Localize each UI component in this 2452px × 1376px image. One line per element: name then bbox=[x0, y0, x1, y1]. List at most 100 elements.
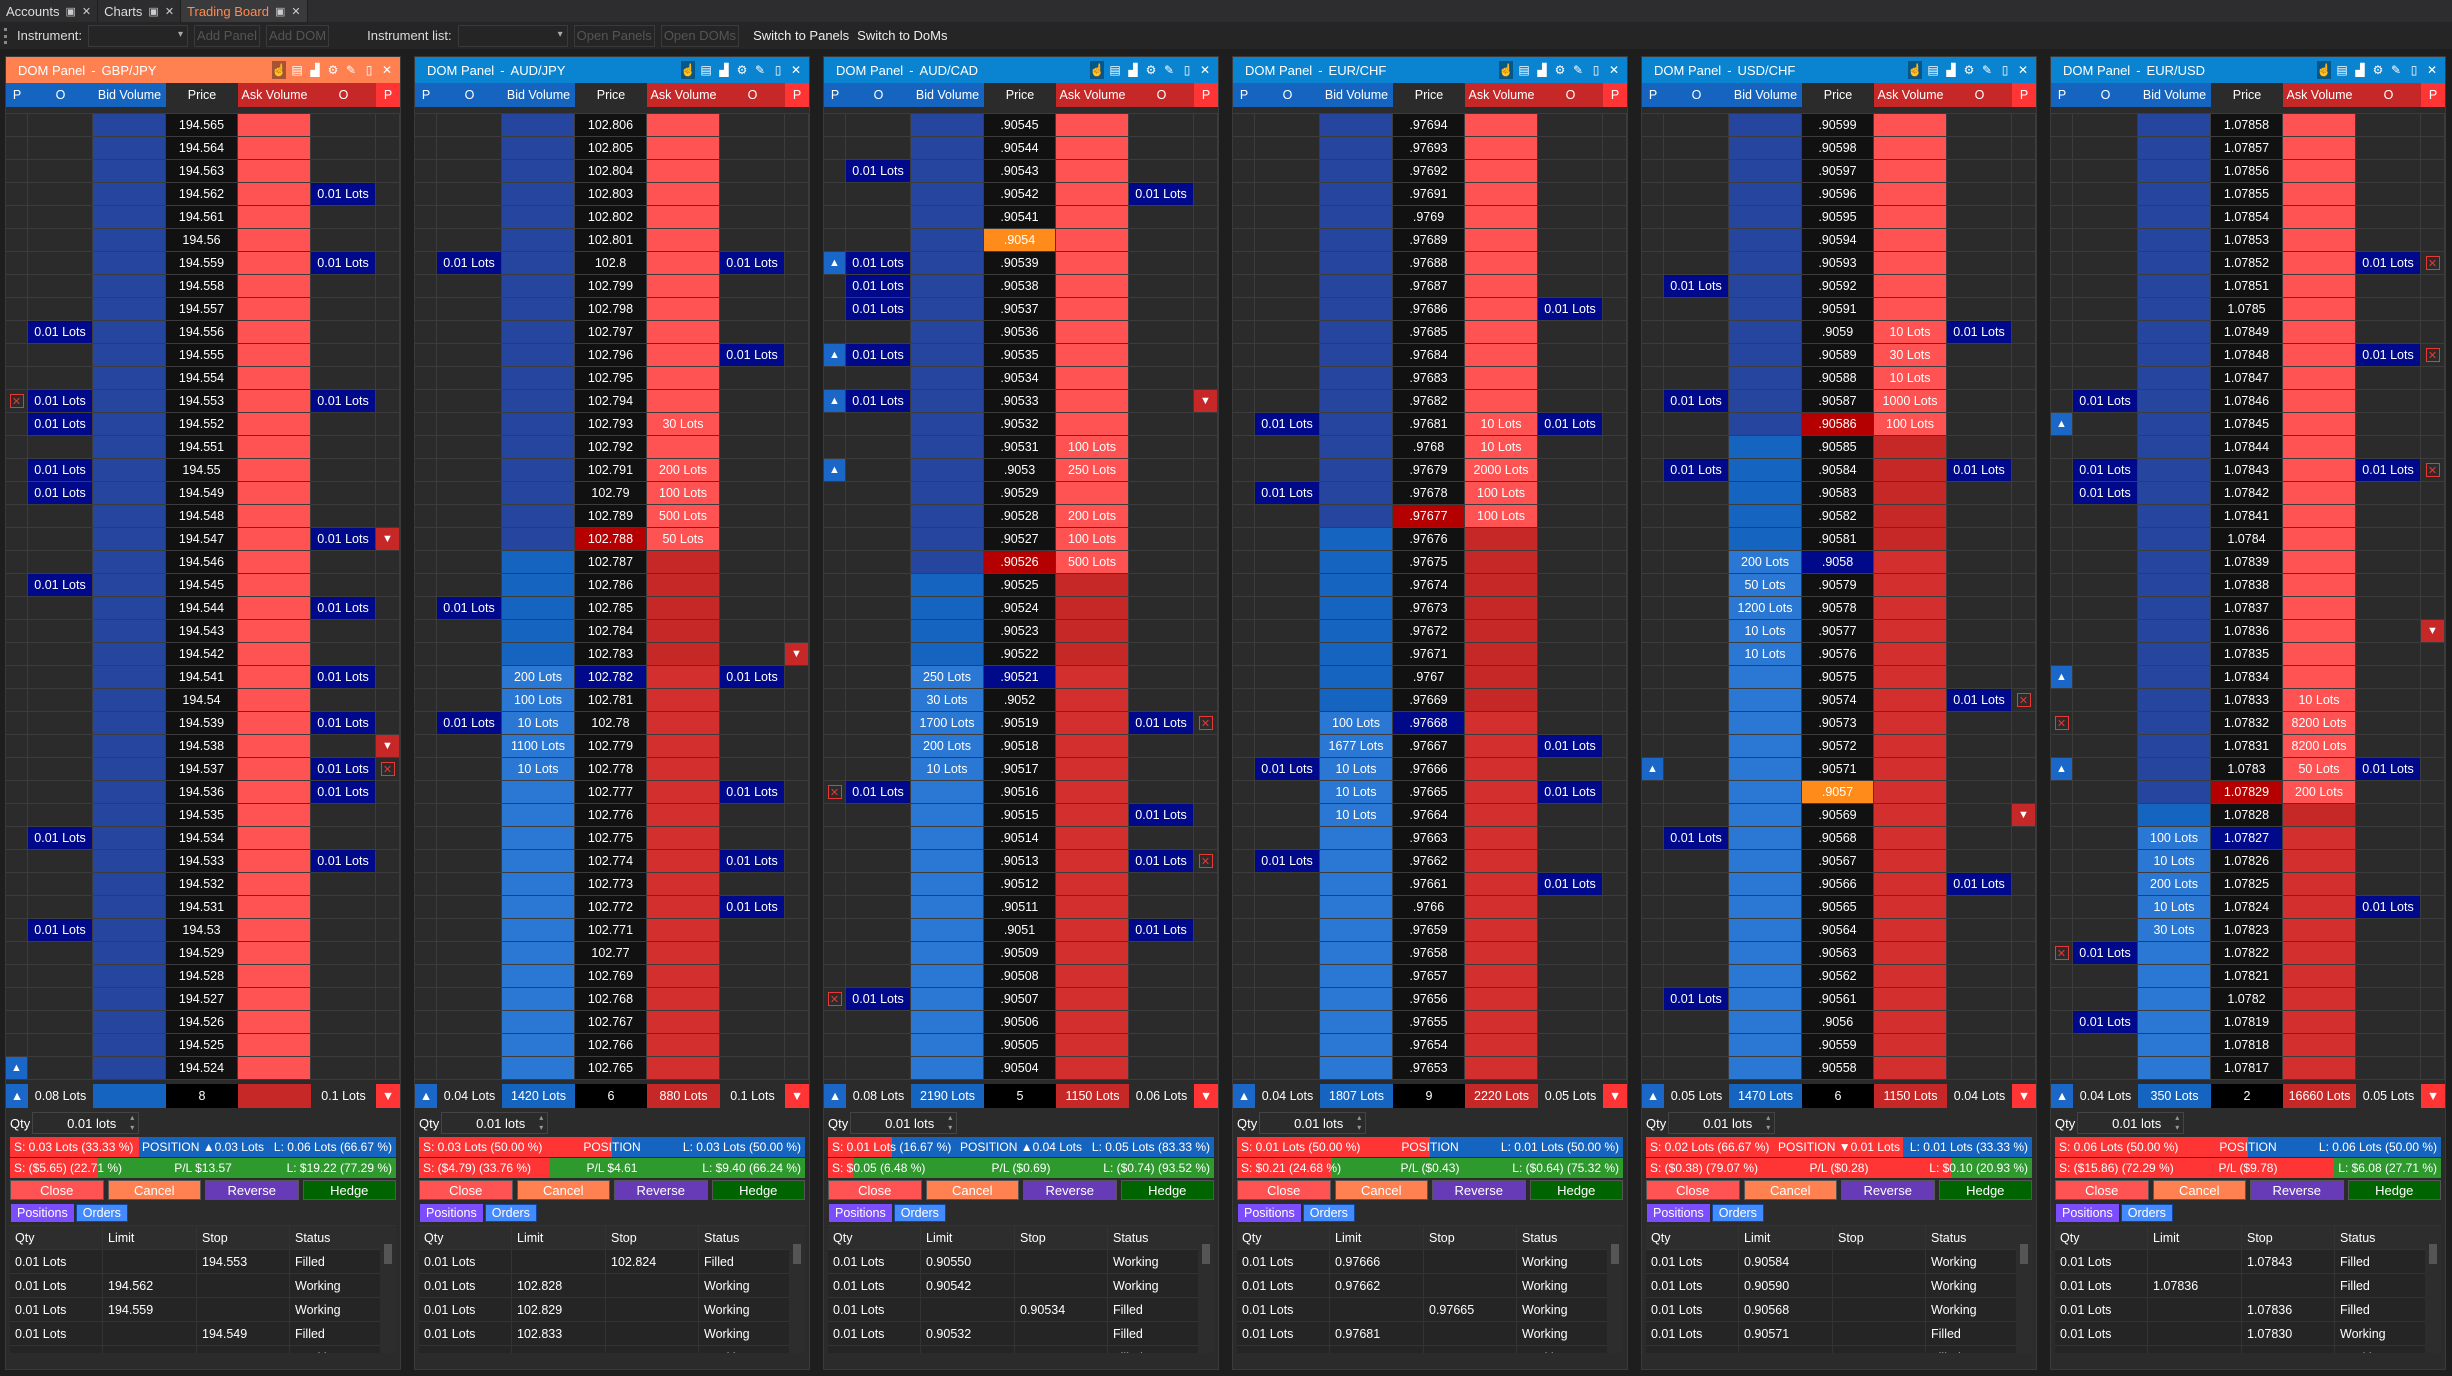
gear-icon[interactable]: ⚙ bbox=[327, 63, 339, 77]
ask-volume-cell[interactable] bbox=[1465, 942, 1538, 964]
ask-order-cell[interactable] bbox=[2356, 850, 2421, 872]
ask-order-cell[interactable]: 0.01 Lots bbox=[1129, 183, 1194, 205]
bid-volume-cell[interactable]: 200 Lots bbox=[1729, 551, 1802, 573]
price-cell[interactable]: .90513 bbox=[984, 850, 1056, 872]
right-marker-cell[interactable] bbox=[785, 206, 809, 228]
ask-order-cell[interactable] bbox=[1129, 666, 1194, 688]
price-cell[interactable]: 194.542 bbox=[166, 643, 238, 665]
bid-volume-cell[interactable] bbox=[1320, 252, 1393, 274]
ask-volume-cell[interactable] bbox=[1056, 367, 1129, 389]
ask-volume-cell[interactable] bbox=[2283, 321, 2356, 343]
bid-order-cell[interactable] bbox=[437, 988, 502, 1010]
left-marker-cell[interactable] bbox=[1233, 413, 1255, 435]
left-marker-cell[interactable] bbox=[1233, 574, 1255, 596]
bid-volume-cell[interactable] bbox=[911, 643, 984, 665]
price-cell[interactable]: .90595 bbox=[1802, 206, 1874, 228]
ask-order-cell[interactable] bbox=[1129, 137, 1194, 159]
price-cell[interactable]: 1.07826 bbox=[2211, 850, 2283, 872]
bid-volume-cell[interactable] bbox=[93, 712, 166, 734]
ask-volume-cell[interactable] bbox=[1465, 551, 1538, 573]
ask-volume-cell[interactable] bbox=[647, 643, 720, 665]
ask-volume-cell[interactable] bbox=[238, 965, 311, 987]
bid-volume-cell[interactable] bbox=[2138, 459, 2211, 481]
bid-order-cell[interactable]: 0.01 Lots bbox=[1664, 827, 1729, 849]
left-marker-cell[interactable] bbox=[824, 367, 846, 389]
bid-volume-cell[interactable] bbox=[1320, 689, 1393, 711]
bid-volume-cell[interactable] bbox=[2138, 505, 2211, 527]
price-cell[interactable]: 1.07855 bbox=[2211, 183, 2283, 205]
bid-volume-cell[interactable] bbox=[2138, 390, 2211, 412]
bid-order-cell[interactable] bbox=[1664, 1034, 1729, 1056]
orders-column-limit[interactable]: Limit bbox=[512, 1226, 606, 1249]
order-row[interactable]: 0.01 Lots 1.07830 Working bbox=[2055, 1322, 2441, 1346]
left-marker-cell[interactable] bbox=[415, 436, 437, 458]
right-marker-cell[interactable] bbox=[2421, 735, 2445, 757]
switch-to-doms-button[interactable]: Switch to DoMs bbox=[857, 28, 948, 43]
ask-volume-cell[interactable] bbox=[2283, 482, 2356, 504]
bid-volume-cell[interactable] bbox=[502, 896, 575, 918]
left-marker-cell[interactable] bbox=[1642, 942, 1664, 964]
ask-volume-cell[interactable] bbox=[1465, 390, 1538, 412]
bid-order-cell[interactable]: 0.01 Lots bbox=[437, 252, 502, 274]
bid-volume-cell[interactable] bbox=[911, 114, 984, 136]
triangle-up-icon[interactable]: ▲ bbox=[829, 257, 840, 269]
ask-order-cell[interactable]: 0.01 Lots bbox=[311, 712, 376, 734]
right-marker-cell[interactable] bbox=[1194, 896, 1218, 918]
ask-volume-cell[interactable] bbox=[2283, 988, 2356, 1010]
bid-order-cell[interactable] bbox=[437, 1011, 502, 1033]
left-marker-cell[interactable] bbox=[1642, 344, 1664, 366]
ask-order-cell[interactable] bbox=[1947, 597, 2012, 619]
close-button[interactable]: Close bbox=[2055, 1180, 2149, 1200]
cancel-button[interactable]: Cancel bbox=[1334, 1180, 1428, 1200]
left-marker-cell[interactable] bbox=[1642, 275, 1664, 297]
ask-volume-cell[interactable] bbox=[1056, 160, 1129, 182]
ask-order-cell[interactable] bbox=[1947, 1011, 2012, 1033]
ask-volume-cell[interactable] bbox=[1056, 712, 1129, 734]
ask-volume-cell[interactable] bbox=[647, 137, 720, 159]
ask-order-cell[interactable]: 0.01 Lots bbox=[1947, 873, 2012, 895]
ask-order-cell[interactable] bbox=[720, 827, 785, 849]
right-marker-cell[interactable] bbox=[1194, 344, 1218, 366]
ask-order-cell[interactable]: 0.01 Lots bbox=[720, 666, 785, 688]
left-marker-cell[interactable] bbox=[2051, 643, 2073, 665]
bid-order-cell[interactable] bbox=[1255, 896, 1320, 918]
right-marker-cell[interactable] bbox=[2421, 505, 2445, 527]
bid-volume-cell[interactable] bbox=[1320, 505, 1393, 527]
bid-order-cell[interactable] bbox=[437, 965, 502, 987]
price-cell[interactable]: .90527 bbox=[984, 528, 1056, 550]
ask-volume-cell[interactable] bbox=[2283, 620, 2356, 642]
bid-order-cell[interactable]: 0.01 Lots bbox=[28, 413, 93, 435]
orders-column-stop[interactable]: Stop bbox=[2242, 1226, 2335, 1249]
bid-order-cell[interactable] bbox=[1664, 344, 1729, 366]
right-marker-cell[interactable] bbox=[1603, 275, 1627, 297]
bid-volume-cell[interactable]: 1200 Lots bbox=[1729, 597, 1802, 619]
right-marker-cell[interactable] bbox=[1194, 758, 1218, 780]
bid-volume-cell[interactable] bbox=[911, 551, 984, 573]
right-marker-cell[interactable] bbox=[2012, 965, 2036, 987]
orders-column-status[interactable]: Status bbox=[290, 1226, 383, 1249]
right-marker-cell[interactable] bbox=[1194, 666, 1218, 688]
hand-icon[interactable]: ☝ bbox=[680, 61, 696, 79]
ask-volume-cell[interactable] bbox=[1874, 206, 1947, 228]
bid-order-cell[interactable] bbox=[1664, 919, 1729, 941]
left-marker-cell[interactable] bbox=[415, 873, 437, 895]
right-marker-cell[interactable] bbox=[2012, 298, 2036, 320]
order-row[interactable]: 0.01 Lots 194.553 Filled bbox=[10, 1250, 396, 1274]
bid-volume-cell[interactable] bbox=[93, 206, 166, 228]
price-cell[interactable]: 194.552 bbox=[166, 413, 238, 435]
bid-order-cell[interactable] bbox=[846, 827, 911, 849]
bid-volume-cell[interactable] bbox=[1320, 850, 1393, 872]
price-ladder[interactable]: 194.565 194.564 194.563 194.562 0.01 Lots 194… bbox=[6, 113, 400, 1080]
right-marker-cell[interactable] bbox=[2421, 1011, 2445, 1033]
price-cell[interactable]: 102.784 bbox=[575, 620, 647, 642]
bid-order-cell[interactable] bbox=[437, 298, 502, 320]
bid-volume-cell[interactable] bbox=[911, 321, 984, 343]
price-cell[interactable]: .97659 bbox=[1393, 919, 1465, 941]
hedge-button[interactable]: Hedge bbox=[302, 1180, 396, 1200]
right-marker-cell[interactable] bbox=[2012, 275, 2036, 297]
bid-volume-cell[interactable] bbox=[2138, 620, 2211, 642]
right-marker-cell[interactable] bbox=[376, 827, 400, 849]
price-cell[interactable]: 1.07837 bbox=[2211, 597, 2283, 619]
